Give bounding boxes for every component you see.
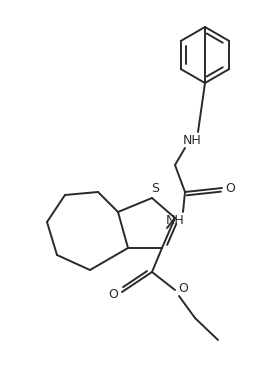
Text: S: S — [151, 182, 159, 196]
Text: O: O — [178, 282, 188, 294]
Text: NH: NH — [166, 214, 184, 226]
Text: O: O — [108, 288, 118, 300]
Text: O: O — [225, 182, 235, 196]
Text: NH: NH — [183, 133, 201, 147]
